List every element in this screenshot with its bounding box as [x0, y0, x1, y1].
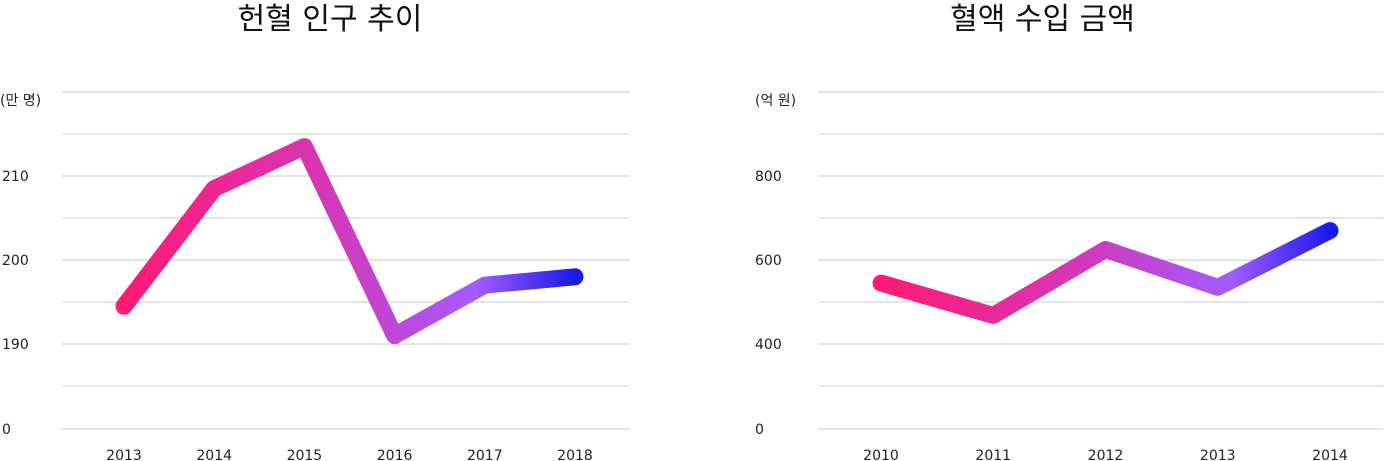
y-axis-unit-label: (만 명) — [0, 93, 42, 109]
y-tick-label: 190 — [2, 337, 29, 353]
x-tick-label: 2013 — [106, 448, 142, 461]
series-line — [872, 222, 1339, 324]
x-tick-label: 2016 — [377, 448, 413, 461]
x-tick-label: 2017 — [467, 448, 503, 461]
x-tick-label: 2018 — [557, 448, 593, 461]
chart-blood-import-amount: 혈액 수입 금액 (억 원) 0 400 600 800 2010 2011 2012 201… — [700, 0, 1385, 461]
x-tick-label: 2014 — [1312, 448, 1348, 461]
x-tick-label: 2012 — [1088, 448, 1124, 461]
x-tick-label: 2014 — [196, 448, 232, 461]
x-tick-label: 2010 — [863, 448, 899, 461]
y-tick-label: 210 — [2, 169, 29, 185]
y-tick-label: 0 — [2, 422, 11, 438]
y-tick-label: 400 — [755, 337, 782, 353]
gridlines — [62, 91, 630, 430]
chart-blood-donors: 헌혈 인구 추이 (만 명) 0 190 200 210 2013 2014 2015 201… — [0, 0, 650, 461]
y-tick-label: 200 — [2, 253, 29, 269]
y-axis-unit-label: (억 원) — [755, 93, 797, 109]
x-tick-label: 2015 — [287, 448, 323, 461]
line-chart-svg: 0 190 200 210 2013 2014 2015 2016 2017 2018 — [2, 91, 630, 461]
line-chart-svg: 0 400 600 800 2010 2011 2012 2013 2014 — [755, 91, 1383, 461]
y-tick-label: 0 — [755, 422, 764, 438]
x-tick-label: 2013 — [1200, 448, 1236, 461]
y-tick-label: 800 — [755, 169, 782, 185]
x-tick-label: 2011 — [975, 448, 1011, 461]
chart-title: 혈액 수입 금액 — [950, 2, 1135, 37]
y-tick-label: 600 — [755, 253, 782, 269]
series-line — [115, 138, 584, 345]
chart-title: 헌혈 인구 추이 — [237, 2, 423, 37]
